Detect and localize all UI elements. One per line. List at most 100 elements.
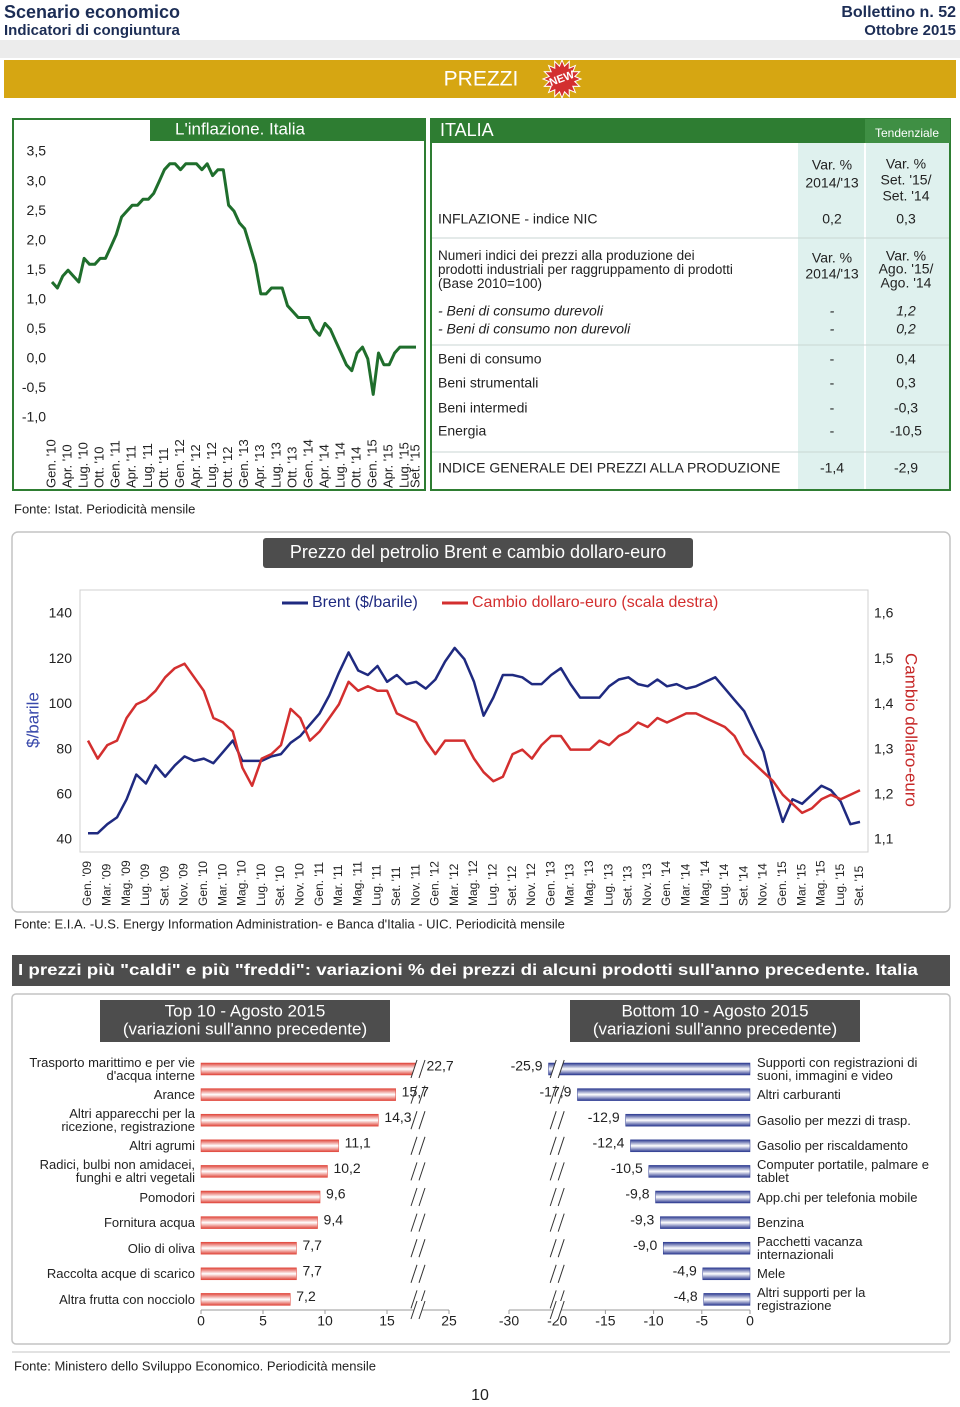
y-tick-label: -1,0	[22, 409, 46, 425]
bar	[702, 1267, 751, 1281]
bar	[703, 1293, 751, 1306]
y-tick-label: 3,5	[27, 143, 47, 159]
cell: 0,2	[896, 321, 916, 337]
axis-break	[410, 1136, 418, 1155]
x-tick-label: Mar. '12	[447, 863, 461, 906]
x-tick-label: 25	[441, 1313, 457, 1329]
x-tick-label: Nov. '14	[756, 863, 770, 906]
cell: -1,4	[820, 460, 844, 476]
category-label: Raccolta acque di scarico	[46, 1266, 195, 1282]
axis-break	[557, 1300, 565, 1320]
section3-panel	[11, 993, 951, 1345]
cell: 0,3	[896, 211, 916, 227]
x-tick-label: Lug. '10	[254, 863, 268, 906]
value-label: 14,3	[384, 1109, 411, 1125]
bar	[200, 1088, 396, 1101]
axis-break	[557, 1059, 565, 1079]
x-tick-label: Lug. '15	[397, 442, 412, 488]
column-header: Set. '15/	[881, 172, 932, 188]
axis-break	[549, 1059, 557, 1079]
value-label: -10,5	[611, 1160, 643, 1176]
category-label: Gasolio per mezzi di trasp.	[757, 1112, 911, 1128]
category-label: Altra frutta con nocciolo	[59, 1291, 195, 1307]
axis-break	[557, 1162, 565, 1181]
x-tick-label: Mag. '09	[119, 860, 133, 906]
bar	[200, 1216, 318, 1229]
axis-break	[418, 1059, 426, 1079]
axis-break	[418, 1300, 426, 1320]
bar	[200, 1190, 321, 1204]
x-tick-label: Mar. '13	[563, 863, 577, 906]
axis-break	[418, 1111, 426, 1130]
category-label: Radici, bulbi non amidacei, funghi e alt…	[39, 1157, 195, 1186]
x-tick-label: Apr. '11	[124, 445, 139, 488]
axis-break	[410, 1059, 418, 1079]
axis-break-gap	[411, 1085, 425, 1104]
axis-break-gap	[411, 1162, 425, 1181]
axis-break	[549, 1136, 557, 1155]
y-tick-label: 2,0	[27, 231, 47, 247]
value-label: 7,7	[302, 1237, 322, 1253]
axis-break	[549, 1187, 557, 1207]
x-tick-label: Gen. '11	[312, 862, 326, 906]
x-tick-label: Nov. '09	[177, 863, 191, 906]
inflation-title: L'inflazione. Italia	[175, 119, 305, 138]
category-label: Gasolio per riscaldamento	[757, 1138, 909, 1154]
column-header: 2014/'13	[805, 266, 858, 282]
x-tick-label: Gen. '11	[108, 440, 123, 488]
x-tick-label: Nov. '10	[292, 863, 306, 906]
axis-break-gap	[550, 1060, 565, 1078]
x-tick-label: Lug. '11	[140, 443, 155, 488]
y-tick-label: 60	[56, 786, 72, 802]
axis-break	[418, 1136, 426, 1155]
axis-break	[549, 1300, 557, 1320]
issue-date: Ottobre 2015	[864, 22, 956, 39]
cell: -	[830, 423, 835, 439]
x-tick-label: Apr. '12	[188, 444, 203, 488]
axis-break	[410, 1239, 418, 1258]
x-tick-label: Lug. '13	[268, 442, 283, 488]
value-label: 9,6	[326, 1186, 346, 1202]
x-tick-label: Mag. '11	[350, 861, 364, 906]
value-label: -9,0	[633, 1237, 657, 1253]
x-tick-label: Lug. '12	[485, 863, 499, 906]
x-tick-label: Ott. '10	[92, 446, 107, 488]
x-tick-label: 10	[317, 1313, 333, 1329]
x-tick-label: Set. '15	[852, 865, 866, 906]
x-tick-label: Apr. '10	[59, 444, 74, 488]
y2-axis-title: Cambio dollaro-euro	[902, 653, 921, 807]
x-tick-label: Lug. '14	[717, 863, 731, 906]
category-label: Altri carburanti	[757, 1087, 841, 1103]
legend-label: Brent ($/barile)	[312, 594, 418, 611]
oil-title: Prezzo del petrolio Brent e cambio dolla…	[290, 542, 666, 562]
axis-break-gap	[550, 1239, 565, 1258]
value-label: -17,9	[540, 1083, 572, 1099]
x-tick-label: Set. '11	[389, 866, 403, 906]
legend-label: Cambio dollaro-euro (scala destra)	[472, 594, 718, 611]
inflation-panel	[12, 118, 426, 491]
x-tick-label: Lug. '13	[601, 863, 615, 906]
x-tick-label: Mar. '14	[678, 863, 692, 906]
x-tick-label: Mar. '11	[331, 864, 345, 906]
oil-plot-frame	[79, 589, 869, 853]
axis-break	[557, 1111, 565, 1130]
bar	[660, 1216, 751, 1229]
x-tick-label: -5	[696, 1313, 709, 1329]
column-header: Var. %	[886, 156, 926, 172]
column-header: Var. %	[886, 248, 926, 264]
axis-break	[418, 1264, 426, 1283]
axis-break	[557, 1085, 565, 1104]
x-tick-label: Gen. '15	[775, 861, 789, 906]
x-tick-label: Gen. '14	[659, 861, 673, 906]
x-tick-label: Ott. '13	[284, 446, 299, 488]
x-tick-label: 0	[746, 1313, 754, 1329]
y2-tick-label: 1,4	[874, 695, 894, 711]
row-label: Energia	[438, 423, 486, 439]
axis-break	[410, 1187, 418, 1207]
category-label: Altri supporti per la registrazione	[757, 1285, 866, 1314]
axis-break-gap	[550, 1213, 565, 1232]
bar	[200, 1113, 379, 1127]
axis-break-gap	[411, 1060, 425, 1078]
oil-title-bar	[263, 538, 693, 568]
table-title: ITALIA	[440, 120, 494, 140]
